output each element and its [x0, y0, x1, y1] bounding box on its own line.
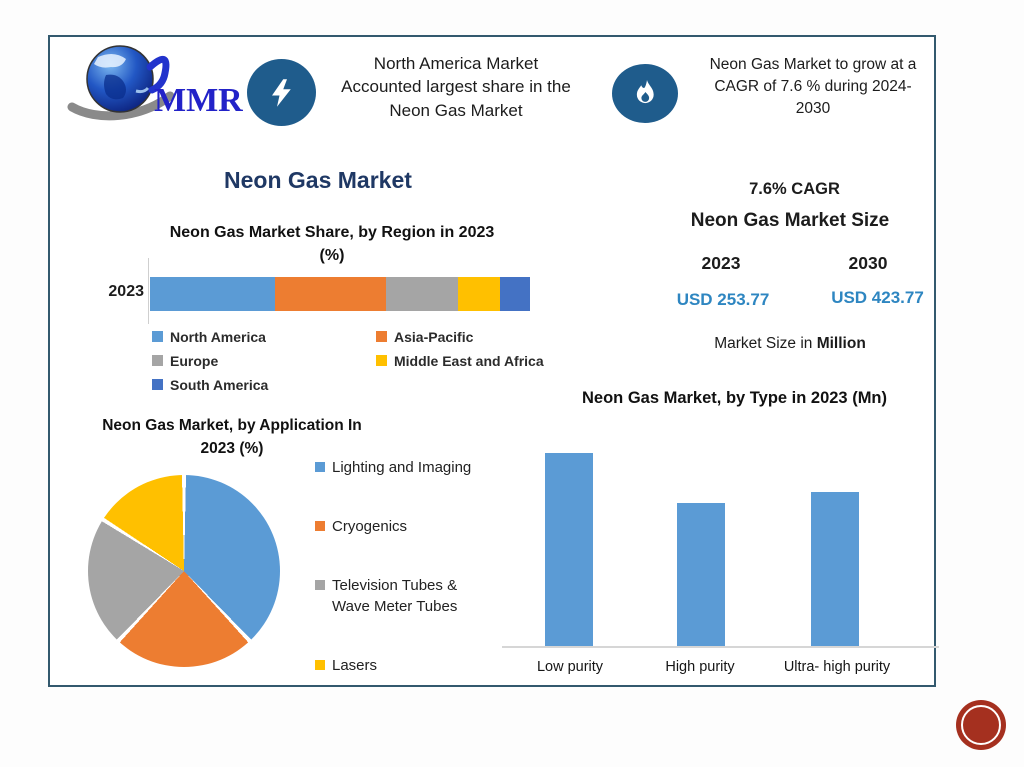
region-bar-segment-1 — [150, 277, 276, 311]
region-legend: North America Asia-Pacific Europe Middle Ea… — [152, 325, 584, 396]
callout-north-america: North America Market Accounted largest s… — [341, 54, 571, 120]
type-category-label: Ultra- high purity — [783, 659, 891, 675]
pie-legend-label: Television Tubes & Wave Meter Tubes — [332, 576, 458, 616]
region-bar-segment-4 — [457, 277, 500, 311]
pie-legend-swatch — [315, 660, 325, 670]
page-number-badge — [956, 700, 1006, 750]
slide: MMR North America Market Accounted large… — [48, 35, 939, 687]
region-stacked-bar — [150, 277, 530, 311]
region-legend-swatch — [152, 379, 163, 390]
region-legend-item: Asia-Pacific — [376, 325, 584, 348]
pie-legend-item: Lighting and Imaging — [315, 457, 497, 479]
year-start-label: 2023 — [701, 253, 741, 273]
region-bar-segment-2 — [275, 277, 386, 311]
page-title: Neon Gas Market — [224, 167, 412, 193]
region-chart-title: Neon Gas Market Share, by Region in 2023… — [169, 224, 495, 265]
type-bar-low-purity — [545, 453, 593, 646]
region-bar-segment-5 — [499, 277, 530, 311]
globe-icon: MMR — [67, 45, 243, 121]
lightning-icon — [247, 59, 316, 126]
market-value-2030: USD 423.77 — [831, 288, 924, 307]
pie-legend-label: Cryogenics — [332, 517, 408, 535]
region-legend-label: Europe — [170, 352, 219, 369]
year-end-label: 2030 — [848, 253, 888, 273]
type-bar-high-purity — [677, 503, 725, 646]
type-category-label: Low purity — [536, 659, 604, 675]
region-legend-item: North America — [152, 325, 376, 348]
pie-legend-swatch — [315, 520, 325, 531]
region-bar-segment-3 — [385, 277, 458, 311]
type-chart-title: Neon Gas Market, by Type in 2023 (Mn) — [581, 389, 888, 407]
market-size-title: Neon Gas Market Size — [690, 210, 890, 231]
note-prefix: Market Size in — [714, 335, 817, 352]
region-legend-label: North America — [170, 328, 266, 345]
note-unit: Million — [816, 335, 866, 352]
pie-chart-title: Neon Gas Market, by Application In 2023 … — [102, 417, 362, 458]
pie-legend-item: Cryogenics — [315, 516, 497, 538]
pie-legend-swatch — [315, 579, 325, 590]
flame-icon — [612, 64, 678, 123]
mmr-logo: MMR — [58, 41, 258, 129]
type-bar-ultra-high-purity — [811, 492, 859, 646]
region-axis-line — [148, 258, 149, 324]
application-pie — [88, 475, 280, 667]
market-size-note: Market Size in Million — [660, 335, 920, 353]
region-legend-label: South America — [170, 376, 269, 393]
pie-legend: Lighting and Imaging Cryogenics Television… — [315, 457, 497, 677]
region-legend-swatch — [376, 355, 387, 366]
region-legend-swatch — [376, 331, 387, 342]
region-legend-item: Europe — [152, 349, 376, 372]
cagr-text: 7.6% CAGR — [749, 180, 840, 198]
region-legend-item: Middle East and Africa — [376, 349, 584, 372]
region-legend-label: Middle East and Africa — [394, 352, 544, 369]
pie-legend-item: Television Tubes & Wave Meter Tubes — [315, 575, 497, 619]
pie-legend-swatch — [315, 462, 325, 472]
region-legend-swatch — [152, 331, 163, 342]
region-legend-item: South America — [152, 373, 376, 396]
type-category-label: High purity — [665, 659, 735, 675]
pie-legend-item: Lasers — [315, 655, 497, 677]
region-category-label: 2023 — [108, 283, 144, 300]
region-legend-label: Asia-Pacific — [394, 328, 474, 345]
pie-legend-label: Lasers — [332, 657, 378, 674]
pie-legend-label: Lighting and Imaging — [332, 459, 472, 476]
region-legend-swatch — [152, 355, 163, 366]
type-chart-plot — [502, 442, 939, 648]
callout-cagr-growth: Neon Gas Market to grow at a CAGR of 7.6… — [709, 56, 917, 117]
market-value-2023: USD 253.77 — [676, 290, 770, 309]
logo-text: MMR — [154, 82, 243, 119]
